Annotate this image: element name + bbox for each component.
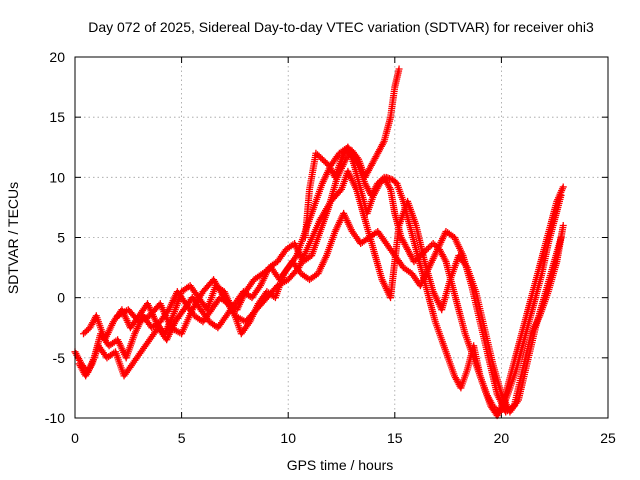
- data-point-marker: [559, 221, 567, 229]
- x-tick-label: 25: [600, 430, 616, 446]
- data-point-marker: [376, 179, 384, 187]
- data-point-marker: [395, 65, 403, 73]
- x-tick-label: 15: [387, 430, 403, 446]
- data-point-marker: [424, 244, 432, 252]
- data-point-marker: [426, 243, 434, 251]
- x-tick-label: 20: [494, 430, 510, 446]
- y-tick-label: 20: [49, 49, 65, 65]
- y-tick-label: 5: [57, 230, 65, 246]
- data-point-marker: [314, 151, 322, 159]
- y-tick-label: -10: [45, 410, 65, 426]
- data-point-marker: [431, 241, 439, 249]
- grid: [75, 57, 608, 418]
- x-tick-label: 10: [280, 430, 296, 446]
- data-point-marker: [423, 246, 431, 254]
- data-point-marker: [489, 402, 497, 410]
- data-point-marker: [294, 265, 302, 273]
- y-tick-label: 10: [49, 169, 65, 185]
- data-point-marker: [81, 328, 89, 336]
- data-point-marker: [80, 330, 88, 338]
- data-points: [71, 65, 567, 420]
- series-trace-1: [71, 143, 565, 420]
- series-trace-2: [75, 65, 403, 380]
- data-point-marker: [429, 240, 437, 248]
- data-point-marker: [317, 154, 325, 162]
- series-trace-5: [301, 143, 567, 416]
- y-tick-label: 0: [57, 290, 65, 306]
- chart-title: Day 072 of 2025, Sidereal Day-to-day VTE…: [88, 19, 594, 35]
- data-point-marker: [320, 157, 328, 165]
- data-point-marker: [83, 327, 91, 335]
- x-tick-label: 0: [71, 430, 79, 446]
- x-tick-label: 5: [178, 430, 186, 446]
- data-point-marker: [377, 178, 385, 186]
- data-point-marker: [559, 183, 567, 191]
- y-tick-label: 15: [49, 109, 65, 125]
- plot-frame: [74, 56, 609, 419]
- data-point-marker: [318, 155, 326, 163]
- y-axis-label: SDTVAR / TECUs: [5, 182, 21, 294]
- data-point-marker: [315, 152, 323, 160]
- data-point-marker: [557, 234, 565, 241]
- data-point-marker: [312, 149, 320, 157]
- data-point-marker: [379, 176, 387, 184]
- x-axis-label: GPS time / hours: [287, 457, 394, 473]
- data-point-marker: [322, 158, 330, 166]
- data-point-marker: [492, 405, 500, 413]
- data-point-marker: [490, 403, 498, 411]
- y-tick-label: -5: [53, 350, 66, 366]
- data-point-marker: [336, 187, 344, 195]
